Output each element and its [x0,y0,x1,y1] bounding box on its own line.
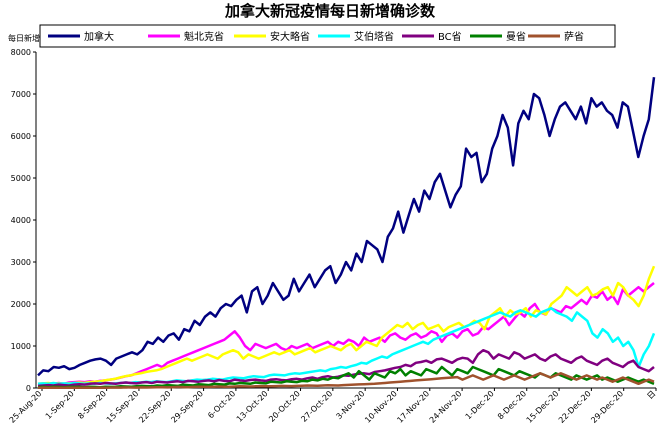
y-tick-label: 4000 [11,216,31,225]
x-tick-label: 20-Oct-20 [267,389,302,424]
legend-label-6: 萨省 [564,30,584,43]
y-tick-label: 0 [26,384,31,393]
x-tick-label: 6-Oct-20 [206,389,237,420]
y-tick-label: 2000 [11,300,31,309]
x-tick-label: 8-Sep-20 [76,389,108,421]
x-tick-label: 15-Dec-20 [525,389,561,425]
x-tick-label: 10-Nov-20 [363,389,399,425]
x-tick-label: 3-Nov-20 [334,389,366,421]
series-line-0 [37,77,656,377]
legend-label-5: 曼省 [506,30,526,43]
legend: 加拿大 魁北克省 安大略省 艾伯塔省 BC省 曼省 萨省 [39,24,616,48]
x-tick-label: 13-Oct-20 [235,389,270,424]
x-tick-label: 22-Dec-20 [557,389,593,425]
y-tick-label: 5000 [11,174,31,183]
y-tick-label: 3000 [11,258,31,267]
chart-title: 加拿大新冠疫情每日新增确诊数 [224,2,436,20]
y-tick-label: 7000 [11,90,31,99]
legend-label-1: 魁北克省 [184,30,224,43]
series-line-6 [37,372,655,390]
x-tick-label: 17-Nov-20 [395,389,431,425]
x-tick-label: 22-Sep-20 [137,389,173,425]
series-line-2 [37,265,656,386]
y-tick-label: 8000 [11,48,31,57]
x-tick-label: 8-Dec-20 [496,389,528,421]
x-tick-label: 15-Sep-20 [105,389,141,425]
series-lines [37,77,656,390]
legend-label-4: BC省 [438,30,462,43]
y-tick-label: 6000 [11,132,31,141]
x-tick-label: 24-Nov-20 [428,389,464,425]
x-tick-label: 29-Dec-20 [589,389,625,425]
legend-label-0: 加拿大 [84,30,114,43]
x-ticks: 25-Aug-20 1-Sep-20 8-Sep-2015-Sep-2022-Sep… [8,388,657,425]
x-tick-label: 27-Oct-20 [299,389,334,424]
y-ticks: 0 1000 2000 3000 4000 5000 6000 7000 8000 [11,48,36,393]
y-axis-label: 每日新增确诊 [8,33,56,43]
x-tick-label: 25-Aug-20 [8,389,44,425]
legend-label-3: 艾伯塔省 [354,30,394,43]
x-tick-label: 1-Dec-20 [464,389,496,421]
y-tick-label: 1000 [11,342,31,351]
x-tick-label: 29-Sep-20 [169,389,205,425]
legend-label-2: 安大略省 [270,30,310,43]
x-tick-label: 1-Sep-20 [44,389,76,421]
